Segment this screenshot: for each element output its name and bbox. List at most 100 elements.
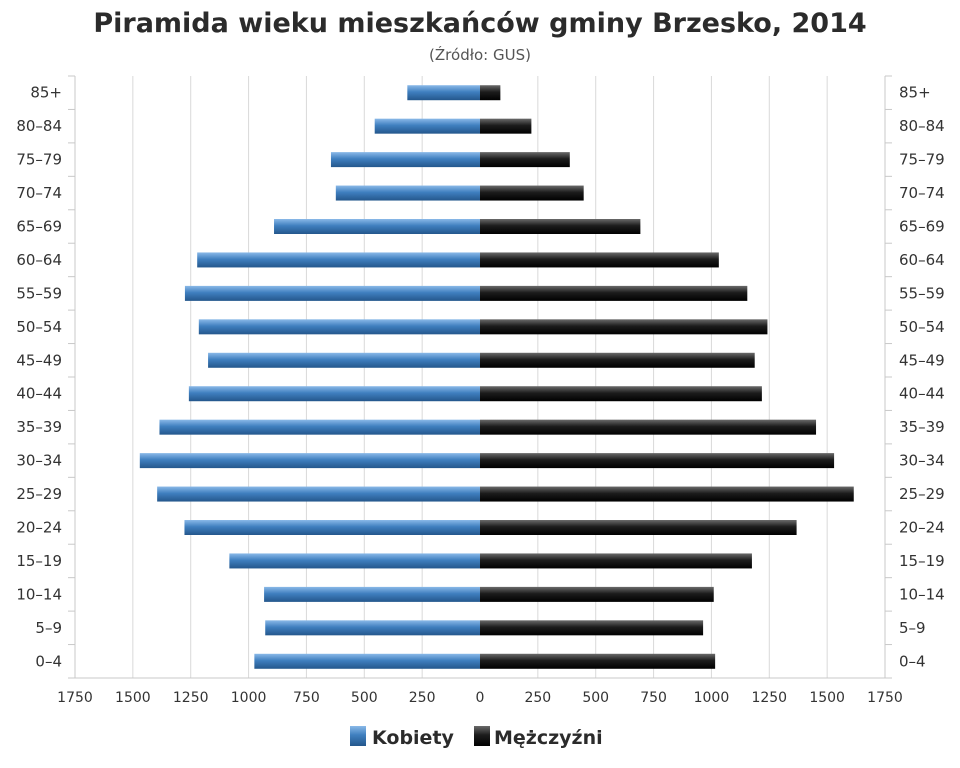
x-tick-label: 1500 [809, 690, 845, 706]
x-tick-label: 1000 [694, 690, 730, 706]
category-label-left: 75–79 [16, 151, 62, 169]
bar-kobiety-80-84[interactable] [374, 118, 480, 134]
axes [68, 75, 892, 679]
category-label-left: 25–29 [16, 485, 62, 503]
bar-mezczyzni-0-4[interactable] [480, 653, 716, 669]
x-tick-label: 1750 [57, 690, 93, 706]
bar-kobiety-5-9[interactable] [265, 620, 480, 636]
bar-kobiety-20-24[interactable] [184, 520, 481, 535]
category-label-right: 80–84 [899, 117, 945, 135]
bar-mezczyzni-50-54[interactable] [480, 319, 768, 335]
category-label-right: 75–79 [899, 151, 945, 169]
category-label-right: 60–64 [899, 251, 945, 269]
x-tick-label: 1250 [751, 690, 787, 706]
category-label-right: 30–34 [899, 452, 945, 470]
bar-mezczyzni-10-14[interactable] [480, 586, 714, 602]
category-label-right: 0–4 [899, 652, 926, 670]
bar-mezczyzni-30-34[interactable] [480, 453, 835, 469]
category-label-left: 20–24 [16, 519, 62, 537]
bar-kobiety-55-59[interactable] [184, 285, 480, 301]
bar-kobiety-85+[interactable] [407, 85, 480, 101]
category-label-right: 15–19 [899, 552, 945, 570]
bar-mezczyzni-25-29[interactable] [480, 486, 854, 502]
x-tick-label: 500 [351, 690, 378, 706]
category-labels-right: 0–4 5–9 10–14 15–19 20–24 25–29 30–34 35–39 40–4… [899, 84, 945, 671]
category-label-right: 35–39 [899, 418, 945, 436]
x-tick-label: 1750 [867, 690, 903, 706]
x-tick-label: 250 [524, 690, 551, 706]
category-label-right: 5–9 [899, 619, 926, 637]
bar-kobiety-35-39[interactable] [159, 419, 480, 435]
bar-mezczyzni-45-49[interactable] [480, 352, 755, 368]
category-label-left: 80–84 [16, 117, 62, 135]
legend-label-mezczyzni[interactable]: Mężczyźni [494, 727, 603, 749]
bar-kobiety-60-64[interactable] [197, 252, 481, 268]
legend-swatch-mezczyzni[interactable] [474, 726, 490, 746]
category-label-right: 70–74 [899, 184, 945, 202]
category-label-left: 35–39 [16, 418, 62, 436]
category-label-left: 50–54 [16, 318, 62, 336]
bar-kobiety-0-4[interactable] [254, 653, 480, 669]
bar-kobiety-65-69[interactable] [274, 219, 480, 234]
category-label-right: 20–24 [899, 519, 945, 537]
category-label-left: 40–44 [16, 385, 62, 403]
bar-mezczyzni-65-69[interactable] [480, 219, 641, 234]
bar-mezczyzni-75-79[interactable] [480, 152, 570, 168]
x-tick-label: 750 [640, 690, 667, 706]
x-tick-label: 500 [582, 690, 609, 706]
legend-label-kobiety[interactable]: Kobiety [372, 727, 455, 749]
category-label-right: 10–14 [899, 585, 945, 603]
category-label-right: 40–44 [899, 385, 945, 403]
category-label-right: 65–69 [899, 218, 945, 236]
bar-kobiety-15-19[interactable] [229, 553, 480, 569]
bar-mezczyzni-20-24[interactable] [480, 520, 797, 535]
bar-mezczyzni-5-9[interactable] [480, 620, 704, 636]
bar-kobiety-45-49[interactable] [208, 352, 481, 368]
chart-title: Piramida wieku mieszkańców gminy Brzesko… [93, 8, 866, 39]
bar-kobiety-70-74[interactable] [335, 185, 480, 201]
bar-kobiety-10-14[interactable] [264, 586, 480, 602]
category-label-left: 10–14 [16, 585, 62, 603]
category-label-right: 25–29 [899, 485, 945, 503]
bar-mezczyzni-40-44[interactable] [480, 386, 762, 402]
bar-mezczyzni-15-19[interactable] [480, 553, 752, 569]
category-label-left: 85+ [30, 84, 62, 102]
category-label-left: 55–59 [16, 284, 62, 302]
category-label-left: 60–64 [16, 251, 62, 269]
x-tick-label: 1250 [173, 690, 209, 706]
category-label-left: 45–49 [16, 351, 62, 369]
category-label-left: 0–4 [35, 652, 62, 670]
category-label-right: 85+ [899, 84, 931, 102]
category-label-right: 55–59 [899, 284, 945, 302]
category-label-left: 65–69 [16, 218, 62, 236]
category-label-left: 15–19 [16, 552, 62, 570]
chart-subtitle: (Źródło: GUS) [429, 45, 531, 64]
x-tick-label: 0 [476, 690, 485, 706]
category-label-left: 30–34 [16, 452, 62, 470]
legend-swatch-kobiety[interactable] [350, 726, 366, 746]
x-tick-labels: 1750 1500 1250 1000 750 500 250 0 250 500 750 1000 1… [57, 690, 903, 706]
x-tick-label: 1000 [231, 690, 267, 706]
bar-kobiety-25-29[interactable] [157, 486, 480, 502]
bar-mezczyzni-85+[interactable] [480, 85, 501, 101]
category-label-right: 45–49 [899, 351, 945, 369]
x-tick-label: 250 [409, 690, 436, 706]
category-label-left: 70–74 [16, 184, 62, 202]
bar-kobiety-30-34[interactable] [139, 453, 481, 469]
bar-kobiety-50-54[interactable] [198, 319, 481, 335]
bar-mezczyzni-70-74[interactable] [480, 185, 584, 201]
bar-mezczyzni-80-84[interactable] [480, 118, 532, 134]
bars [139, 85, 854, 669]
bar-mezczyzni-55-59[interactable] [480, 285, 748, 301]
x-tick-label: 750 [293, 690, 320, 706]
bar-mezczyzni-60-64[interactable] [480, 252, 719, 268]
bar-kobiety-40-44[interactable] [188, 386, 480, 402]
legend[interactable]: Kobiety Mężczyźni [350, 726, 603, 749]
x-tick-label: 1500 [115, 690, 151, 706]
category-label-left: 5–9 [35, 619, 62, 637]
category-labels-left: 0–4 5–9 10–14 15–19 20–24 25–29 30–34 35–39 40–4… [16, 84, 62, 671]
bar-mezczyzni-35-39[interactable] [480, 419, 817, 435]
bar-kobiety-75-79[interactable] [330, 152, 480, 168]
